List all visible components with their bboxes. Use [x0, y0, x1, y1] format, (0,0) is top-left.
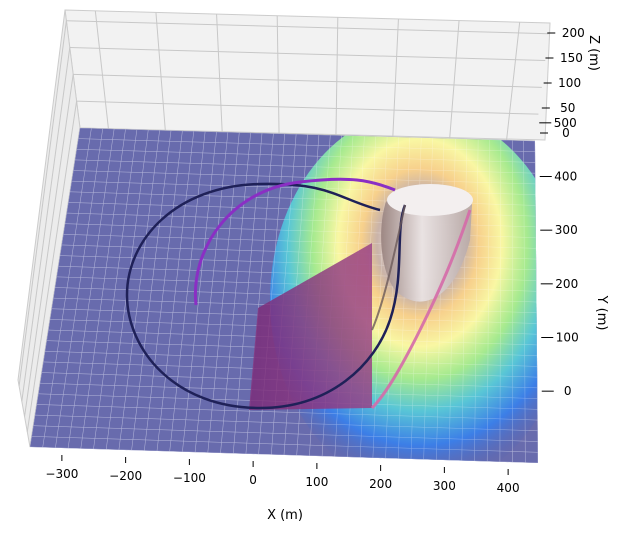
terrain-peak — [381, 184, 473, 302]
z-axis-label: Z (m) — [586, 35, 601, 71]
x-tick-label: 200 — [369, 477, 392, 491]
y-tick-label: 400 — [554, 170, 577, 184]
x-tick-label: 300 — [433, 479, 456, 493]
x-tick-label: 400 — [497, 481, 520, 495]
air-trajectory-descent — [370, 209, 472, 410]
y-tick-label: 0 — [564, 384, 572, 398]
pane-back — [17, 9, 551, 448]
x-tick-label: 0 — [249, 473, 257, 487]
x-tick-label: −200 — [109, 469, 142, 483]
z-tick-label: 150 — [560, 51, 583, 65]
ground-trajectory — [125, 182, 407, 410]
y-tick-label: 300 — [555, 223, 578, 237]
z-tick-label: 0 — [562, 126, 570, 140]
vertical-plane — [249, 243, 372, 410]
air-trajectory — [193, 177, 396, 306]
z-tick-label: 200 — [562, 26, 585, 40]
y-axis-label: Y (m) — [594, 295, 609, 331]
x-axis-label: X (m) — [267, 508, 303, 523]
y-tick-label: 100 — [556, 331, 579, 345]
x-tick-label: −100 — [173, 471, 206, 485]
z-tick-label: 50 — [560, 101, 575, 115]
y-tick-label: 200 — [555, 277, 578, 291]
ground-trajectory-inside — [371, 204, 406, 331]
x-tick-label: −300 — [45, 467, 78, 481]
y-axis-ticks: 0 100 200 300 400 500 — [539, 116, 579, 398]
z-axis-ticks: 0 50 100 150 200 — [540, 26, 585, 140]
y-tick-label: 500 — [554, 116, 577, 130]
x-tick-label: 100 — [305, 475, 328, 489]
x-axis-ticks: −300 −200 −100 0 100 200 300 400 — [45, 455, 520, 495]
trajectories — [125, 177, 472, 410]
z-tick-label: 100 — [558, 76, 581, 90]
